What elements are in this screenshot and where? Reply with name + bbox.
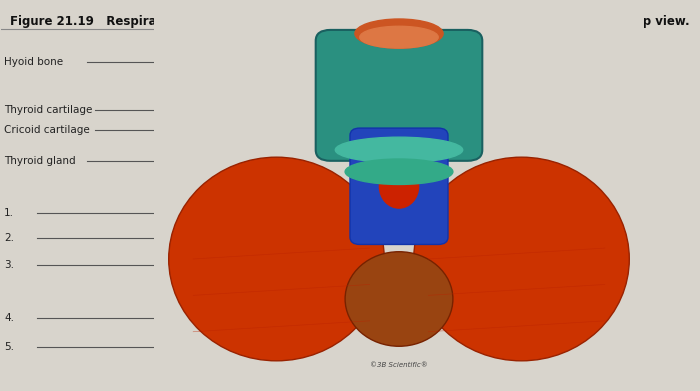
Text: •: • — [286, 51, 290, 57]
Ellipse shape — [345, 159, 453, 185]
Text: 5.: 5. — [4, 342, 14, 352]
Text: 1.: 1. — [4, 208, 14, 218]
Ellipse shape — [414, 157, 629, 361]
Ellipse shape — [169, 157, 384, 361]
Text: Thyroid gland: Thyroid gland — [4, 156, 76, 165]
Text: 4.: 4. — [4, 313, 14, 323]
Ellipse shape — [379, 165, 419, 208]
FancyBboxPatch shape — [316, 30, 482, 161]
Text: 7.: 7. — [540, 183, 550, 193]
Text: Thyroid cartilage: Thyroid cartilage — [4, 105, 92, 115]
Text: 8.: 8. — [540, 268, 550, 278]
Text: Figure 21.19   Respiratory system, model. (a) external structures, anterior view: Figure 21.19 Respiratory system, model. … — [10, 15, 689, 28]
Ellipse shape — [360, 26, 438, 48]
Text: Hyoid bone: Hyoid bone — [4, 57, 63, 66]
Ellipse shape — [345, 252, 453, 346]
FancyBboxPatch shape — [350, 128, 448, 244]
Ellipse shape — [355, 19, 443, 48]
Text: 3.: 3. — [4, 260, 14, 271]
Text: (indention): (indention) — [463, 283, 517, 293]
Text: Cricoid cartilage: Cricoid cartilage — [4, 125, 90, 135]
Text: 2.: 2. — [4, 233, 14, 243]
Text: 10.: 10. — [540, 334, 556, 344]
Ellipse shape — [335, 137, 463, 163]
Text: 6.: 6. — [540, 140, 550, 150]
Text: 9.: 9. — [523, 296, 533, 306]
Text: ©3B Scientific®: ©3B Scientific® — [370, 362, 428, 368]
